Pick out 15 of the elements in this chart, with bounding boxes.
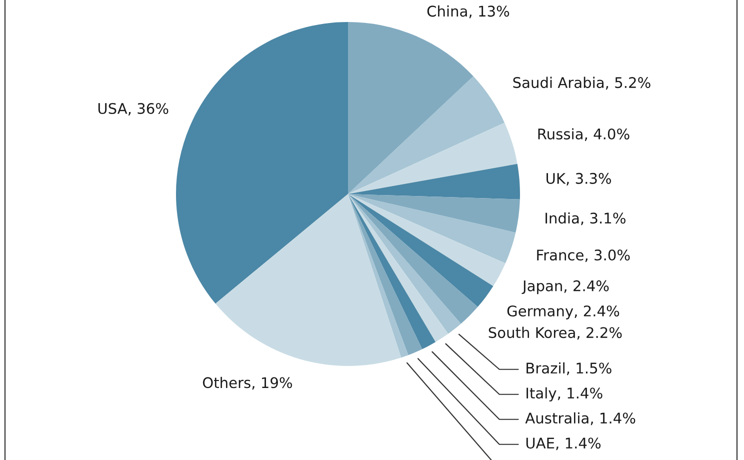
slice-label: Australia, 1.4% (525, 412, 636, 426)
slice-label: Italy, 1.4% (526, 387, 602, 402)
slice-label: Others, 19% (202, 376, 292, 390)
slice-label: Saudi Arabia, 5.2% (513, 76, 650, 90)
slice-label: Brazil, 1.5% (526, 362, 612, 376)
slice-label: South Korea, 2.2% (488, 326, 622, 340)
slice-label: India, 3.1% (546, 212, 626, 226)
slice-label: Germany, 2.4% (507, 305, 620, 320)
slice-label: Russia, 4.0% (538, 128, 630, 141)
slice-label: China, 13% (427, 5, 510, 18)
slice-label: UK, 3.3% (546, 172, 612, 186)
slice-label: UAE, 1.4% (526, 438, 601, 450)
slice-label: Japan, 2.4% (522, 280, 609, 294)
slice-label: France, 3.0% (537, 250, 630, 262)
slice-label: USA, 36% (98, 102, 168, 116)
